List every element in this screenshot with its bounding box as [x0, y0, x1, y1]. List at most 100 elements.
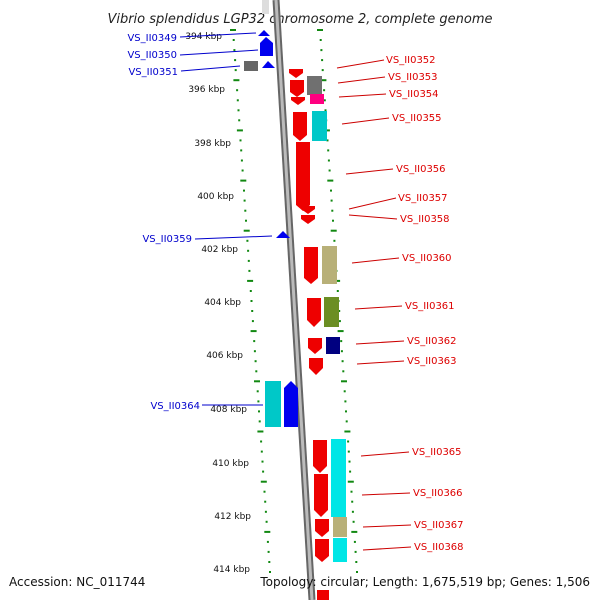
gene-label[interactable]: VS_II0367: [414, 520, 464, 531]
ruler-minor-tick: [260, 440, 263, 443]
gene-box-VS_II0360[interactable]: [322, 246, 337, 284]
ruler-minor-tick: [243, 199, 246, 202]
ruler-minor-tick: [266, 540, 269, 543]
tick-label: 404 kbp: [204, 298, 241, 308]
ruler-major-tick: [334, 279, 341, 282]
gene-arrow-VS_II0364b[interactable]: [284, 381, 298, 427]
ruler-minor-tick: [355, 561, 358, 563]
gene-arrow-VS_II0361a[interactable]: [307, 298, 321, 327]
reverse-strand-genes: [244, 30, 298, 427]
gene-box-VS_II0364a[interactable]: [265, 381, 281, 427]
ruler-minor-tick: [340, 340, 343, 343]
gene-box-VS_II0354[interactable]: [310, 94, 324, 104]
ruler-minor-tick: [345, 420, 348, 423]
gene-label[interactable]: VS_II0355: [392, 113, 442, 124]
gene-label[interactable]: VS_II0363: [407, 356, 457, 367]
gene-arrow-VS_II0362a[interactable]: [308, 338, 322, 354]
ruler-minor-tick: [254, 360, 257, 363]
ruler-major-tick: [347, 480, 354, 483]
ruler-minor-tick: [345, 410, 347, 413]
gene-label[interactable]: VS_II0353: [388, 72, 438, 83]
ruler-minor-tick: [253, 350, 256, 353]
ruler-minor-tick: [326, 139, 329, 142]
gene-arrow-VS_II0351b[interactable]: [262, 61, 275, 68]
gene-arrow-VS_II0355a[interactable]: [293, 112, 307, 141]
gene-label[interactable]: VS_II0352: [386, 55, 436, 66]
ruler-minor-tick: [261, 460, 264, 463]
ruler-major-tick: [260, 480, 267, 483]
gene-box-VS_II0365[interactable]: [331, 439, 346, 517]
gene-box-VS_II0367[interactable]: [333, 517, 347, 537]
gene-arrow-VS_II0363[interactable]: [309, 358, 323, 375]
gene-arrow-VS_II0368a[interactable]: [315, 539, 329, 562]
gene-box-VS_II0368[interactable]: [333, 538, 347, 562]
gene-label[interactable]: VS_II0357: [398, 193, 448, 204]
ruler-major-tick: [236, 129, 243, 132]
gene-label[interactable]: VS_II0361: [405, 301, 455, 312]
gene-label[interactable]: VS_II0360: [402, 253, 452, 264]
gene-arrow-VS_II0366[interactable]: [314, 474, 328, 517]
ruler-major-tick: [254, 380, 260, 383]
ruler-minor-tick: [251, 310, 254, 312]
gene-arrow-VS_II0357[interactable]: [301, 206, 315, 214]
ruler-minor-tick: [248, 269, 251, 272]
ruler-minor-tick: [255, 370, 258, 373]
ruler-major-tick: [247, 279, 254, 282]
gene-label[interactable]: VS_II0368: [414, 542, 464, 553]
gene-arrow-VS_II0367a[interactable]: [315, 519, 329, 537]
ruler-minor-tick: [341, 360, 344, 363]
ruler-minor-tick: [348, 460, 351, 463]
gene-label[interactable]: VS_II0364: [150, 401, 200, 412]
ruler-minor-tick: [249, 290, 252, 292]
gene-label[interactable]: VS_II0354: [389, 89, 439, 100]
ruler-minor-tick: [246, 239, 249, 242]
ruler-minor-tick: [268, 561, 271, 563]
gene-label[interactable]: VS_II0356: [396, 164, 446, 175]
gene-box-VS_II0351[interactable]: [244, 61, 258, 71]
gene-arrow-VS_II0354a[interactable]: [291, 97, 305, 105]
gene-label[interactable]: VS_II0365: [412, 447, 462, 458]
gene-label[interactable]: VS_II0350: [127, 50, 177, 61]
gene-arrow-VS_II0352[interactable]: [289, 69, 303, 78]
gene-box-VS_II0355[interactable]: [312, 111, 327, 141]
ruler-major-tick: [233, 79, 240, 82]
ruler-minor-tick: [250, 300, 253, 302]
gene-arrow-VS_II0360a[interactable]: [304, 247, 318, 284]
ruler-minor-tick: [243, 189, 245, 192]
ruler-minor-tick: [352, 520, 355, 523]
gene-arrow-VS_II0365a[interactable]: [313, 440, 327, 473]
topology-text: Topology: circular; Length: 1,675,519 bp…: [259, 575, 590, 589]
ruler-minor-tick: [269, 571, 271, 573]
ruler-minor-tick: [351, 500, 354, 503]
ruler-minor-tick: [247, 259, 250, 262]
gene-arrow-VS_II0356[interactable]: [296, 142, 310, 211]
gene-arrow-VS_II0359[interactable]: [276, 231, 290, 238]
right-leader-lines: [336, 59, 412, 551]
ruler-minor-tick: [258, 410, 260, 413]
tick-label: 406 kbp: [206, 351, 243, 361]
gene-label[interactable]: VS_II0366: [413, 488, 463, 499]
gene-arrow-VS_II0353a[interactable]: [290, 80, 304, 97]
ruler-minor-tick: [332, 219, 334, 222]
gene-box-VS_II0353[interactable]: [307, 76, 322, 95]
ruler-minor-tick: [262, 470, 265, 473]
tick-label: 412 kbp: [214, 512, 251, 522]
ruler-minor-tick: [245, 219, 247, 222]
kbp-axis-labels: 394 kbp 396 kbp 398 kbp 400 kbp 402 kbp …: [185, 32, 251, 575]
tick-label: 402 kbp: [201, 245, 238, 255]
gene-arrow-VS_II0358[interactable]: [301, 215, 315, 224]
gene-label[interactable]: VS_II0351: [128, 67, 178, 78]
gene-box-VS_II0362[interactable]: [326, 337, 340, 354]
ruler-minor-tick: [234, 69, 237, 72]
ruler-minor-tick: [260, 450, 263, 453]
gene-label[interactable]: VS_II0362: [407, 336, 457, 347]
ruler-minor-tick: [353, 540, 356, 543]
ruler-minor-tick: [232, 39, 235, 41]
gene-label[interactable]: VS_II0359: [142, 234, 192, 245]
gene-box-VS_II0361[interactable]: [324, 297, 339, 327]
ruler-minor-tick: [343, 390, 346, 393]
gene-arrow-VS_II0349[interactable]: [258, 30, 270, 36]
gene-label[interactable]: VS_II0358: [400, 214, 450, 225]
gene-label[interactable]: VS_II0349: [127, 33, 177, 44]
gene-arrow-VS_II0350[interactable]: [260, 37, 273, 56]
